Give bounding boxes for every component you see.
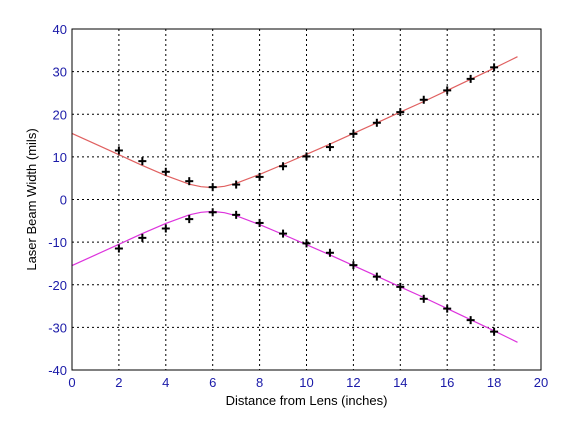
plot-frame <box>71 28 542 371</box>
data-point <box>490 63 499 72</box>
y-tick-label: 30 <box>53 65 67 80</box>
data-point <box>443 304 452 313</box>
data-point <box>302 152 311 161</box>
fit-curve-1 <box>71 56 518 189</box>
x-tick-label: 10 <box>299 375 313 390</box>
fit-curves <box>71 56 518 343</box>
grid <box>72 29 541 370</box>
y-tick-label: 0 <box>60 193 67 208</box>
x-tick-label: 16 <box>440 375 454 390</box>
data-point <box>419 294 428 303</box>
data-point <box>232 180 241 189</box>
x-tick-label: 2 <box>115 375 122 390</box>
y-tick-label: 10 <box>53 150 67 165</box>
data-point <box>208 183 217 192</box>
data-point <box>466 316 475 325</box>
data-point <box>443 86 452 95</box>
tick-labels: 0 2 4 6 8 10 12 14 16 18 20 40 30 20 10 0 -10 -20 -30 -40 <box>48 22 548 390</box>
data-point <box>349 261 358 270</box>
y-tick-label: -30 <box>48 320 67 335</box>
x-tick-label: 0 <box>68 375 75 390</box>
data-point <box>138 233 147 242</box>
data-point <box>372 272 381 281</box>
data-point <box>466 74 475 83</box>
fit-curve-2 <box>71 210 518 343</box>
y-tick-label: -40 <box>48 363 67 378</box>
data-point <box>185 215 194 224</box>
data-point <box>255 172 264 181</box>
data-point <box>161 167 170 176</box>
x-axis-title: Distance from Lens (inches) <box>226 393 388 408</box>
data-point <box>372 118 381 127</box>
y-tick-label: 40 <box>53 22 67 37</box>
data-point <box>185 177 194 186</box>
data-point <box>279 162 288 171</box>
data-points <box>114 63 499 336</box>
x-tick-label: 12 <box>346 375 360 390</box>
data-point <box>490 327 499 336</box>
data-point <box>396 282 405 291</box>
data-point <box>349 129 358 138</box>
data-point <box>325 248 334 257</box>
data-point <box>161 224 170 233</box>
data-point <box>138 157 147 166</box>
x-tick-label: 8 <box>256 375 263 390</box>
y-tick-label: 20 <box>53 107 67 122</box>
data-point <box>208 208 217 217</box>
data-point <box>232 210 241 219</box>
data-point <box>302 239 311 248</box>
data-point <box>419 95 428 104</box>
data-point <box>114 244 123 253</box>
data-point <box>255 218 264 227</box>
x-tick-label: 18 <box>487 375 501 390</box>
data-point <box>325 143 334 152</box>
x-tick-label: 14 <box>393 375 407 390</box>
x-tick-label: 4 <box>162 375 169 390</box>
y-tick-label: -20 <box>48 278 67 293</box>
y-axis-title: Laser Beam Width (mils) <box>24 128 39 270</box>
y-tick-label: -10 <box>48 235 67 250</box>
x-tick-label: 6 <box>209 375 216 390</box>
data-point <box>114 146 123 155</box>
x-tick-label: 20 <box>534 375 548 390</box>
data-point <box>396 108 405 117</box>
data-point <box>279 229 288 238</box>
